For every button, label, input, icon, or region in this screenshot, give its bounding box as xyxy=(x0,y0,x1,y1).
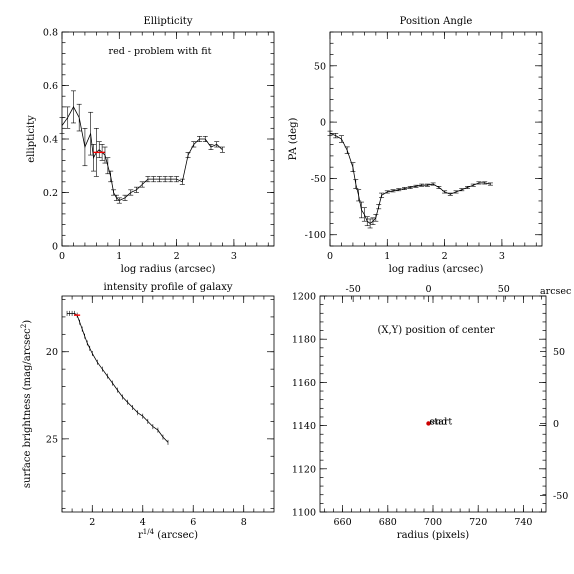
chart-title: Ellipticity xyxy=(144,16,193,27)
point-label-start: start xyxy=(429,416,452,427)
point-label-end: end xyxy=(429,416,447,427)
y-tick-label: 0.6 xyxy=(43,81,58,92)
x-axis-label: r1/4 (arcsec) xyxy=(138,528,198,541)
y-axis-label: ellipticity xyxy=(26,115,37,163)
y-tick-label: 1120 xyxy=(292,464,316,475)
right-axis-tick-label: 0 xyxy=(553,419,559,430)
y-tick-label: 20 xyxy=(46,347,58,358)
y-tick-label: 0.2 xyxy=(43,188,58,199)
chart-title: Position Angle xyxy=(400,16,473,27)
plot-frame xyxy=(329,31,543,247)
x-axis-label: log radius (arcsec) xyxy=(121,264,216,275)
x-tick-label: 2 xyxy=(442,251,448,262)
y-tick-label: 0 xyxy=(52,242,58,253)
y-tick-label: 1200 xyxy=(292,292,316,303)
y-tick-label: 1100 xyxy=(292,508,316,519)
top-axis-tick-label: 0 xyxy=(425,284,431,295)
x-tick-label: 740 xyxy=(514,517,532,528)
x-tick-label: 4 xyxy=(140,517,146,528)
y-tick-label: 0 xyxy=(320,118,326,129)
series-line xyxy=(67,312,169,443)
y-tick-label: 0.4 xyxy=(43,135,58,146)
fit-problem-note: red - problem with fit xyxy=(109,46,212,57)
chart-title: intensity profile of galaxy xyxy=(103,282,232,293)
y-tick-label: 0.8 xyxy=(43,28,58,39)
x-axis-label: log radius (arcsec) xyxy=(389,264,484,275)
panel-position-angle: Position Angle 0 1 2 3 -100 -50 0 50 log radiu… xyxy=(288,16,543,275)
y-tick-label: 1160 xyxy=(292,378,316,389)
x-tick-label: 700 xyxy=(424,517,442,528)
x-tick-label: 660 xyxy=(334,517,352,528)
x-tick-label: 3 xyxy=(231,251,237,262)
top-axis-label: arcsec xyxy=(540,286,571,297)
right-axis-tick-label: 50 xyxy=(553,347,565,358)
x-tick-label: 6 xyxy=(190,517,196,528)
x-tick-label: 0 xyxy=(59,251,65,262)
series-line xyxy=(329,133,491,225)
chart-title: (X,Y) position of center xyxy=(377,325,494,336)
x-tick-label: 2 xyxy=(89,517,95,528)
x-tick-label: 3 xyxy=(499,251,505,262)
top-axis-tick-label: 50 xyxy=(498,284,510,295)
y-tick-label: -50 xyxy=(311,174,326,185)
series-line xyxy=(61,106,223,201)
x-tick-label: 0 xyxy=(327,251,333,262)
center-point xyxy=(426,421,431,426)
plot-frame xyxy=(61,295,275,513)
y-tick-label: 1180 xyxy=(292,335,316,346)
y-tick-label: 50 xyxy=(314,61,326,72)
y-tick-label: 25 xyxy=(46,434,58,445)
right-axis-tick-label: -50 xyxy=(553,491,568,502)
panel-intensity-profile: intensity profile of galaxy 2 4 6 8 20 25 r1… xyxy=(20,282,275,541)
y-tick-label: -100 xyxy=(305,230,326,241)
y-axis-label: surface brightness (mag/arcsec2) xyxy=(20,320,33,488)
plot-frame xyxy=(61,31,275,247)
x-tick-label: 2 xyxy=(174,251,180,262)
x-tick-label: 680 xyxy=(379,517,397,528)
x-tick-label: 1 xyxy=(384,251,390,262)
top-axis-tick-label: -50 xyxy=(345,284,360,295)
x-tick-label: 8 xyxy=(241,517,247,528)
y-tick-label: 1140 xyxy=(292,421,316,432)
y-axis-label: PA (deg) xyxy=(288,118,299,161)
x-tick-label: 720 xyxy=(469,517,487,528)
x-axis-label: radius (pixels) xyxy=(397,530,469,541)
x-tick-label: 1 xyxy=(116,251,122,262)
